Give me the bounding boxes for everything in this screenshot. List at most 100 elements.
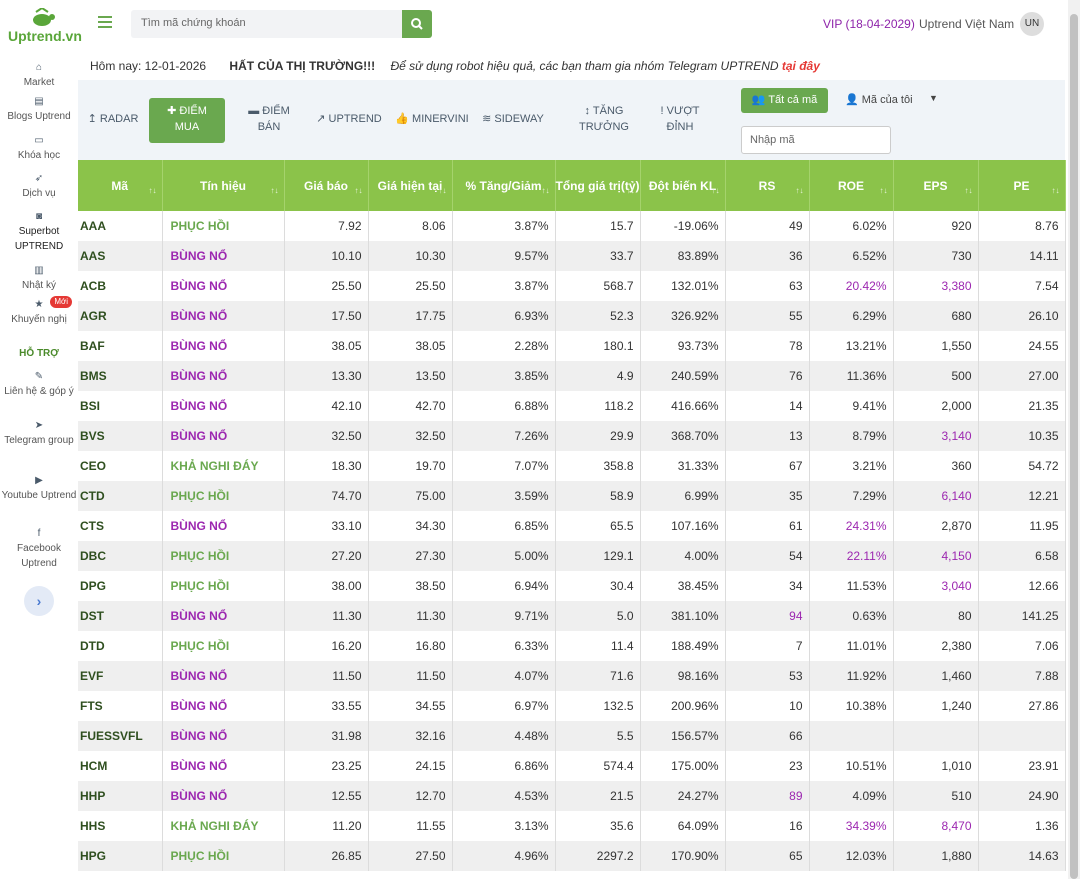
sidebar-item-robot[interactable]: ◙ Superbot UPTREND (0, 212, 78, 254)
sidebar: Uptrend.vn (0, 0, 82, 879)
search-button[interactable] (402, 10, 432, 38)
table-row[interactable]: HCM BÙNG NỔ 23.25 24.15 6.86% 574.4 175.00% 23 1… (78, 751, 1066, 781)
sidebar-item-rocket[interactable]: ➶ Dịch vụ (0, 174, 78, 201)
sort-icon[interactable]: ↑↓ (1051, 186, 1060, 195)
cell: 6.97% (452, 691, 556, 721)
column-header[interactable]: Giá hiện tại ↑↓ (368, 160, 453, 211)
sort-icon[interactable]: ↑↓ (795, 186, 804, 195)
cell: 76 (725, 361, 810, 391)
tab-radar[interactable]: ↥ RADAR (78, 98, 148, 143)
column-header[interactable]: Giá báo ↑↓ (284, 160, 369, 211)
table-row[interactable]: FTS BÙNG NỔ 33.55 34.55 6.97% 132.5 200.96% 10 1… (78, 691, 1066, 721)
sidebar-item-youtube[interactable]: ▶ Youtube Uptrend (0, 476, 78, 503)
table-row[interactable]: HHP BÙNG NỔ 12.55 12.70 4.53% 21.5 24.27% 89 4.0… (78, 781, 1066, 811)
expand-sidebar-button[interactable]: › (24, 586, 54, 616)
cell: 5.00% (452, 541, 556, 571)
sort-icon[interactable]: ↑↓ (354, 186, 363, 195)
table-row[interactable]: ACB BÙNG NỔ 25.50 25.50 3.87% 568.7 132.01% 63 2… (78, 271, 1066, 301)
sidebar-item-edit[interactable]: ✎ Liên hệ & góp ý (0, 372, 78, 399)
sidebar-item-star[interactable]: ★ Khuyến nghị Mới (0, 296, 78, 327)
table-row[interactable]: BVS BÙNG NỔ 32.50 32.50 7.26% 29.9 368.70% 13 8.… (78, 421, 1066, 451)
users-icon: 👥 (751, 94, 766, 106)
tab-uptrend[interactable]: ↗ UPTREND (307, 98, 391, 143)
tab-label-sub: ĐỈNH (666, 121, 694, 133)
tab-điểm-mua[interactable]: ✚ ĐIỂM MUA (149, 98, 225, 143)
column-header[interactable]: RS ↑↓ (725, 160, 810, 211)
search-input[interactable]: Tìm mã chứng khoán (131, 10, 403, 38)
cell: 1,550 (893, 331, 979, 361)
column-header[interactable]: Tổng giá trị(tỷ) ↑↓ (555, 160, 641, 211)
sort-icon[interactable]: ↑↓ (438, 186, 447, 195)
table-row[interactable]: AGR BÙNG NỔ 17.50 17.75 6.93% 52.3 326.92% 55 6.… (78, 301, 1066, 331)
table-row[interactable]: DPG PHỤC HỒI 38.00 38.50 6.94% 30.4 38.45% 34 11… (78, 571, 1066, 601)
sort-icon[interactable]: ↑↓ (964, 186, 973, 195)
table-row[interactable]: BSI BÙNG NỔ 42.10 42.70 6.88% 118.2 416.66% 14 9… (78, 391, 1066, 421)
tab-điểm-bán[interactable]: ▬ ĐIỂM BÁN (231, 98, 307, 143)
column-header[interactable]: PE ↑↓ (978, 160, 1066, 211)
cell: 11.50 (284, 661, 369, 691)
column-header[interactable]: ROE ↑↓ (809, 160, 894, 211)
table-row[interactable]: EVF BÙNG NỔ 11.50 11.50 4.07% 71.6 98.16% 53 11.… (78, 661, 1066, 691)
table-row[interactable]: AAS BÙNG NỔ 10.10 10.30 9.57% 33.7 83.89% 36 6.5… (78, 241, 1066, 271)
telegram-link[interactable]: tại đây (781, 59, 820, 73)
cell: 64.09% (640, 811, 726, 841)
user-name[interactable]: Uptrend Việt Nam (919, 17, 1015, 31)
sidebar-item-home[interactable]: ⌂ Market (0, 63, 78, 90)
table-row[interactable]: DST BÙNG NỔ 11.30 11.30 9.71% 5.0 381.10% 94 0.6… (78, 601, 1066, 631)
column-header[interactable]: Tín hiệu ↑↓ (162, 160, 285, 211)
column-header[interactable]: % Tăng/Giảm ↑↓ (452, 160, 556, 211)
table-row[interactable]: CEO KHẢ NGHI ĐÁY 18.30 19.70 7.07% 358.8 31.33… (78, 451, 1066, 481)
cell: 27.86 (978, 691, 1066, 721)
sort-icon[interactable]: ↑↓ (148, 186, 157, 195)
sort-icon[interactable]: ↑↓ (879, 186, 888, 195)
tab-label: ↗ UPTREND (316, 113, 382, 125)
cell: 3,040 (893, 571, 979, 601)
chevron-down-icon[interactable]: ▼ (929, 93, 938, 103)
sidebar-item-telegram[interactable]: ➤ Telegram group (0, 421, 78, 448)
table-row[interactable]: DTD PHỤC HỒI 16.20 16.80 6.33% 11.4 188.49% 7 11… (78, 631, 1066, 661)
sort-icon[interactable]: ↑↓ (270, 186, 279, 195)
table-row[interactable]: HHS KHẢ NGHI ĐÁY 11.20 11.55 3.13% 35.6 64.09%… (78, 811, 1066, 841)
sort-icon[interactable]: ↑↓ (711, 186, 720, 195)
cell: 6.33% (452, 631, 556, 661)
cell: 4.00% (640, 541, 726, 571)
my-codes-button[interactable]: 👤 Mã của tôi (845, 93, 913, 106)
column-header[interactable]: Mã ↑↓ (78, 160, 163, 211)
table-row[interactable]: CTD PHỤC HỒI 74.70 75.00 3.59% 58.9 6.99% 35 7.2… (78, 481, 1066, 511)
tab-tăng-trưởng[interactable]: ↕ TĂNG TRƯỞNG (566, 98, 642, 143)
cell: 11.4 (555, 631, 641, 661)
cell: 6.93% (452, 301, 556, 331)
column-header[interactable]: EPS ↑↓ (893, 160, 979, 211)
table-row[interactable]: FUESSVFL BÙNG NỔ 31.98 32.16 4.48% 5.5 156.57%… (78, 721, 1066, 751)
all-codes-button[interactable]: 👥 Tất cả mã (741, 88, 828, 113)
cell: 5.5 (555, 721, 641, 751)
sidebar-item-facebook[interactable]: f Facebook Uptrend (0, 529, 78, 571)
tab-vượt-đỉnh[interactable]: ! VƯỢT ĐỈNH (645, 98, 715, 143)
turtle-logo-icon (33, 8, 55, 26)
sidebar-item-document[interactable]: ▤ Blogs Uptrend (0, 97, 78, 124)
code-input[interactable]: Nhập mã (741, 126, 891, 154)
table-row[interactable]: DBC PHỤC HỒI 27.20 27.30 5.00% 129.1 4.00% 54 22… (78, 541, 1066, 571)
cell: 188.49% (640, 631, 726, 661)
cell: 42.70 (368, 391, 453, 421)
cell: 10.30 (368, 241, 453, 271)
sidebar-item-laptop[interactable]: ▭ Khóa học (0, 136, 78, 163)
table-row[interactable]: CTS BÙNG NỔ 33.10 34.30 6.85% 65.5 107.16% 61 24… (78, 511, 1066, 541)
sort-icon[interactable]: ↑↓ (626, 186, 635, 195)
column-header[interactable]: Đột biến KL ↑↓ (640, 160, 726, 211)
sidebar-item-book[interactable]: ▥ Nhật ký (0, 266, 78, 293)
table-row[interactable]: HPG PHỤC HỒI 26.85 27.50 4.96% 2297.2 170.90% 6… (78, 841, 1066, 871)
column-header-label: EPS (923, 178, 948, 193)
table-row[interactable]: BAF BÙNG NỔ 38.05 38.05 2.28% 180.1 93.73% 78 13… (78, 331, 1066, 361)
menu-toggle-icon[interactable] (98, 16, 112, 30)
cell: 1.36 (978, 811, 1066, 841)
logo[interactable]: Uptrend.vn (8, 6, 82, 46)
table-row[interactable]: BMS BÙNG NỔ 13.30 13.50 3.85% 4.9 240.59% 76 11.… (78, 361, 1066, 391)
scrollbar-thumb[interactable] (1070, 14, 1078, 879)
table-row[interactable]: AAA PHỤC HỒI 7.92 8.06 3.87% 15.7 -19.06% 49 6.0… (78, 211, 1066, 241)
avatar[interactable]: UN (1020, 12, 1044, 36)
sort-icon[interactable]: ↑↓ (541, 186, 550, 195)
stock-code: AAS (78, 241, 163, 271)
tab-minervini[interactable]: 👍 MINERVINI (393, 98, 471, 143)
tab-sideway[interactable]: ≋ SIDEWAY (474, 98, 552, 143)
